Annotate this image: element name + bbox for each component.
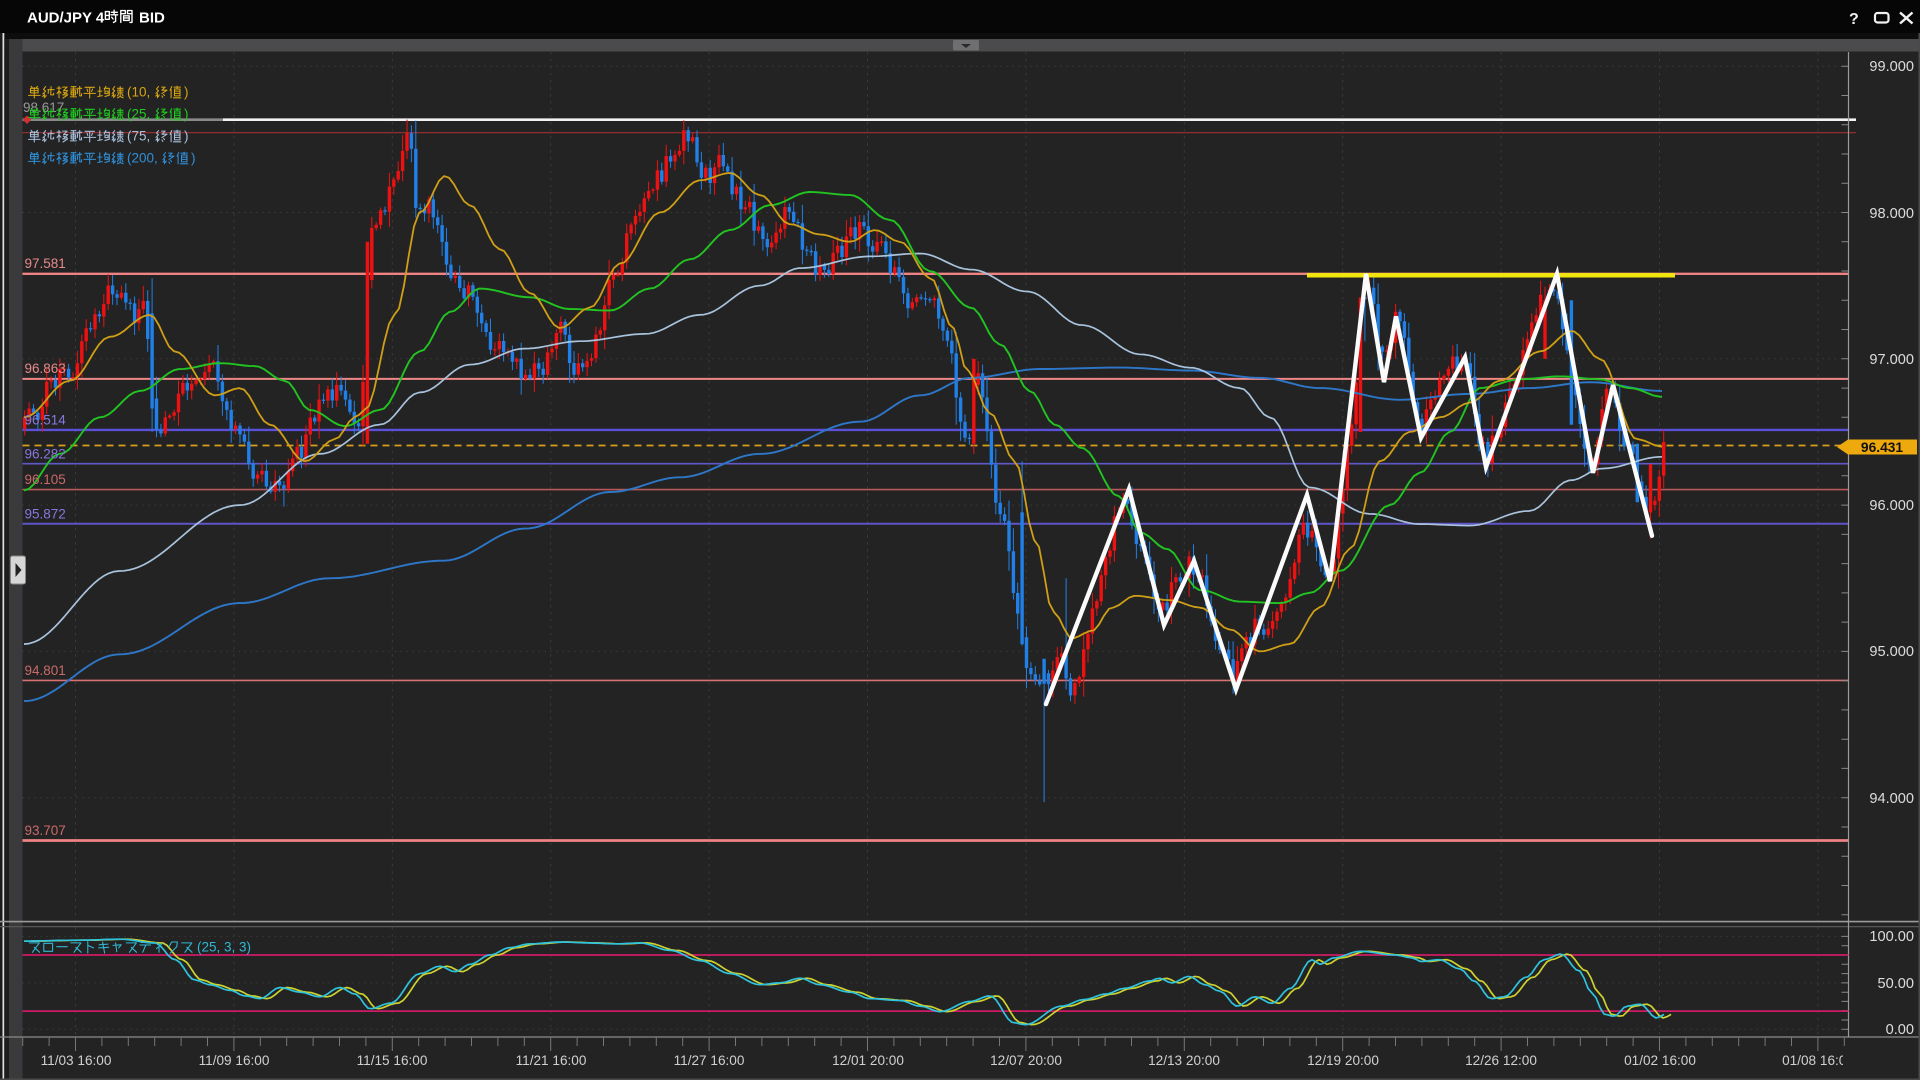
svg-text:): ) — [191, 151, 196, 166]
svg-text:96.863: 96.863 — [25, 361, 66, 376]
svg-text:12/07 20:00: 12/07 20:00 — [990, 1053, 1062, 1068]
svg-text:97.581: 97.581 — [25, 256, 66, 271]
svg-text:96.105: 96.105 — [25, 472, 66, 487]
svg-text:12/26 12:00: 12/26 12:00 — [1465, 1053, 1537, 1068]
svg-text:95.000: 95.000 — [1869, 644, 1914, 660]
svg-text:): ) — [184, 107, 189, 122]
svg-text:11/15 16:00: 11/15 16:00 — [357, 1053, 428, 1068]
svg-text:(10,: (10, — [127, 85, 150, 100]
svg-text:): ) — [184, 129, 189, 144]
svg-text:96.282: 96.282 — [25, 447, 66, 462]
svg-text:): ) — [184, 85, 189, 100]
svg-text:01/02 16:00: 01/02 16:00 — [1624, 1053, 1696, 1068]
svg-text:50.00: 50.00 — [1877, 976, 1914, 992]
svg-text:97.000: 97.000 — [1869, 352, 1914, 368]
svg-text:99.000: 99.000 — [1869, 59, 1914, 75]
svg-text:94.801: 94.801 — [25, 663, 66, 678]
svg-text:(200,: (200, — [127, 151, 158, 166]
svg-text:0.00: 0.00 — [1886, 1022, 1914, 1038]
svg-text:98.000: 98.000 — [1869, 206, 1914, 222]
svg-text:96.431: 96.431 — [1861, 440, 1904, 455]
svg-text:11/27 16:00: 11/27 16:00 — [674, 1053, 745, 1068]
svg-text:12/13 20:00: 12/13 20:00 — [1148, 1053, 1220, 1068]
svg-text:AUD/JPY 4: AUD/JPY 4 — [27, 10, 105, 27]
svg-text:11/03 16:00: 11/03 16:00 — [41, 1053, 112, 1068]
svg-text:93.707: 93.707 — [25, 823, 66, 838]
svg-text:(25, 3, 3): (25, 3, 3) — [197, 940, 251, 955]
svg-text:12/01 20:00: 12/01 20:00 — [832, 1053, 904, 1068]
svg-text:01/08 16:00: 01/08 16:00 — [1782, 1053, 1854, 1068]
svg-text:11/21 16:00: 11/21 16:00 — [516, 1053, 587, 1068]
svg-text:BID: BID — [139, 10, 165, 27]
svg-text:?: ? — [1849, 11, 1859, 28]
svg-text:94.000: 94.000 — [1869, 791, 1914, 807]
svg-text:12/19 20:00: 12/19 20:00 — [1307, 1053, 1379, 1068]
svg-text:11/09 16:00: 11/09 16:00 — [199, 1053, 270, 1068]
svg-text:96.000: 96.000 — [1869, 498, 1914, 514]
svg-text:100.00: 100.00 — [1869, 929, 1914, 945]
svg-text:(75,: (75, — [127, 129, 150, 144]
svg-text:96.514: 96.514 — [25, 413, 67, 428]
svg-text:95.872: 95.872 — [25, 507, 66, 522]
svg-text:98.617: 98.617 — [23, 100, 64, 115]
svg-text:(25,: (25, — [127, 107, 150, 122]
